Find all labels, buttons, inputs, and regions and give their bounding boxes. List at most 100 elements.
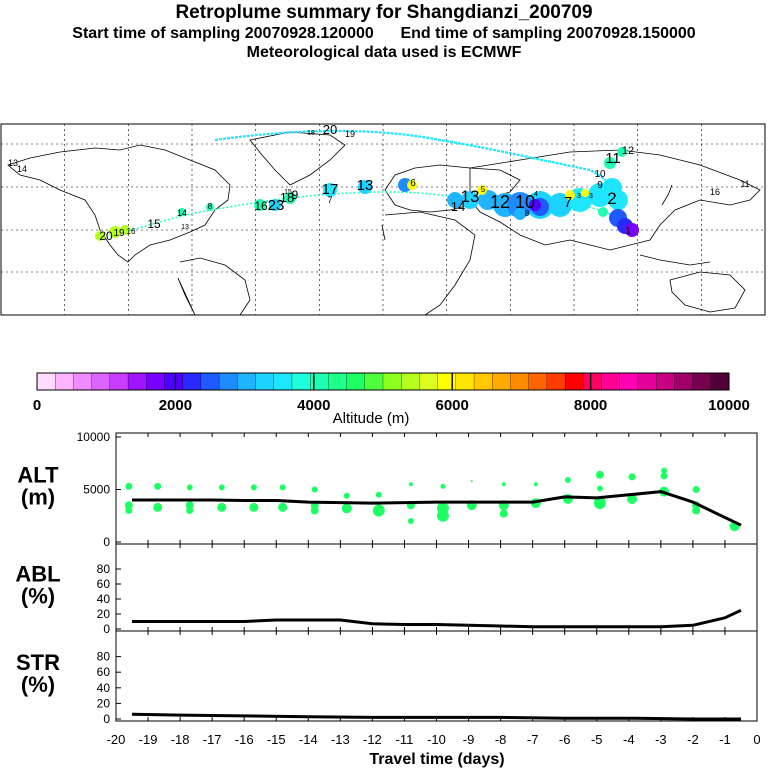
altitude-dot xyxy=(249,502,259,512)
x-tick-label: -17 xyxy=(203,732,222,747)
sampling-time-line: Start time of sampling 20070928.120000 E… xyxy=(72,25,696,42)
altitude-dot xyxy=(628,473,636,481)
map-day-label: 8 xyxy=(525,209,530,218)
map-day-label: 9 xyxy=(597,180,603,191)
x-tick-label: -4 xyxy=(623,732,635,747)
altitude-dot xyxy=(279,484,286,491)
colorbar-cell xyxy=(109,372,129,391)
x-tick-label: 0 xyxy=(753,732,760,747)
x-tick-label: -14 xyxy=(299,732,318,747)
met-data-line: Meteorological data used is ECMWF xyxy=(246,44,522,61)
plume-cluster-dot xyxy=(581,189,589,197)
plume-cluster-dot xyxy=(507,192,533,218)
colorbar-cell xyxy=(255,372,275,391)
altitude-dot xyxy=(407,518,414,524)
altitude-dot xyxy=(372,504,385,517)
plume-cluster-dot xyxy=(206,203,214,211)
altitude-dot xyxy=(185,501,194,510)
altitude-dot xyxy=(501,482,506,487)
altitude-dot xyxy=(661,467,668,474)
map-day-label: 16 xyxy=(254,199,268,213)
x-tick-label: -7 xyxy=(527,732,539,747)
map-day-label: 20 xyxy=(99,229,113,243)
plume-cluster-dot xyxy=(284,192,296,204)
x-tick-label: -8 xyxy=(495,732,507,747)
y-tick-label: 80 xyxy=(97,650,111,664)
colorbar-cell xyxy=(127,372,147,391)
altitude-dot xyxy=(217,502,227,512)
colorbar-cell xyxy=(91,372,111,391)
altitude-dot xyxy=(154,482,162,490)
colorbar-cell xyxy=(36,372,56,391)
x-tick-label: -6 xyxy=(559,732,571,747)
y-tick-label: 10000 xyxy=(77,430,111,444)
map-day-label: 19 xyxy=(345,129,355,139)
map-day-label: 2 xyxy=(607,189,616,208)
panel-y-label: (%) xyxy=(21,584,55,609)
colorbar-tick-label: 0 xyxy=(33,397,41,414)
panel-frame xyxy=(115,543,758,632)
colorbar-label: Altitude (m) xyxy=(333,410,410,427)
colorbar-cell xyxy=(401,372,420,391)
plume-cluster-dot xyxy=(358,180,372,194)
panel-y-label: (m) xyxy=(21,485,55,510)
plume-cluster-dot xyxy=(598,207,608,217)
altitude-dot xyxy=(564,477,571,484)
altitude-dot xyxy=(533,482,538,487)
colorbar-tick-label: 6000 xyxy=(436,397,469,414)
map-day-label: 18 xyxy=(280,190,294,205)
panel-y-label: STR xyxy=(16,650,60,675)
x-tick-label: -18 xyxy=(171,732,190,747)
y-tick-label: 5000 xyxy=(83,483,110,497)
colorbar-cell xyxy=(182,372,202,391)
colorbar-cell xyxy=(237,372,256,391)
colorbar-tick-label: 4000 xyxy=(297,397,330,414)
panel-frame xyxy=(115,630,758,722)
plume-cluster-dot xyxy=(604,157,616,169)
retroplume-trajectory xyxy=(109,129,631,237)
altitude-dot xyxy=(596,485,603,492)
altitude-dot xyxy=(440,483,446,489)
map-day-label: 10 xyxy=(515,192,535,212)
plume-clusters xyxy=(95,147,639,241)
map-day-label: 12 xyxy=(622,145,634,157)
plume-cluster-dot xyxy=(407,180,417,190)
colorbar-tick-label: 8000 xyxy=(574,397,607,414)
map-day-label: 10 xyxy=(594,169,606,180)
map-day-label: 12 xyxy=(490,192,510,212)
map-day-label: 11 xyxy=(740,179,749,189)
map-day-label: 3 xyxy=(589,193,593,200)
plume-cluster-dot xyxy=(608,190,628,210)
altitude-dot xyxy=(278,502,288,512)
colorbar-cell xyxy=(73,372,93,391)
altitude-dot xyxy=(186,507,194,514)
map-day-label: 7 xyxy=(564,194,572,211)
altitude-dot xyxy=(250,484,257,491)
x-tick-label: -11 xyxy=(396,732,414,747)
altitude-dot xyxy=(595,470,604,479)
altitude-dot xyxy=(408,482,413,487)
colorbar-cell xyxy=(710,372,730,391)
plume-cluster-dot xyxy=(478,190,498,210)
map-day-label: 23 xyxy=(268,197,285,214)
colorbar-cell xyxy=(364,372,384,391)
map-day-label: 11 xyxy=(605,150,621,167)
colorbar-cell xyxy=(437,372,457,391)
x-axis-label: Travel time (days) xyxy=(369,751,504,768)
y-tick-label: 0 xyxy=(103,712,110,726)
y-tick-label: 40 xyxy=(97,681,111,695)
coastlines xyxy=(7,131,761,316)
altitude-dot xyxy=(436,509,449,522)
altitude-dot xyxy=(627,493,638,504)
map-day-label: 13 xyxy=(8,158,18,168)
y-tick-label: 60 xyxy=(97,665,111,679)
colorbar-cell xyxy=(218,372,238,391)
map-day-label: 7 xyxy=(327,195,332,205)
map-day-label: 8 xyxy=(208,202,213,211)
altitude-dot xyxy=(310,506,319,515)
colorbar-cell xyxy=(55,372,74,391)
